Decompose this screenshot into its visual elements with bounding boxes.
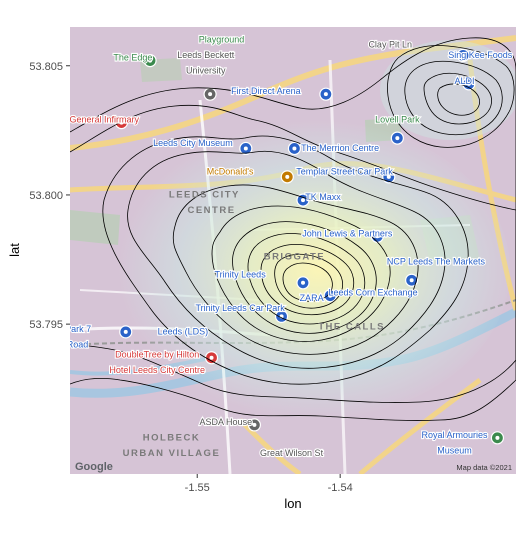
map-label: John Lewis & Partners <box>302 228 393 238</box>
map-label: ZARA <box>300 293 324 303</box>
map-label: Playground <box>199 35 245 45</box>
road-crown-point <box>358 378 482 474</box>
contour-line <box>387 45 515 148</box>
road-a61 <box>238 418 302 474</box>
density-contours <box>70 37 516 421</box>
contour-line <box>172 184 419 355</box>
contour-line <box>70 37 516 421</box>
map-pin-dot <box>409 278 414 283</box>
x-tick-label: -1.55 <box>185 482 210 494</box>
map-label: ASDA House <box>200 417 253 427</box>
map-label: DoubleTree by Hilton <box>115 350 199 360</box>
density-fill-secondary <box>380 40 516 140</box>
map-label: CENTRE <box>187 205 235 216</box>
map-label: Leeds Corn Exchange <box>329 288 418 298</box>
map-pin-dot <box>323 92 328 97</box>
map-label: Leeds Beckett <box>177 50 235 60</box>
map-label: Lovell Park <box>375 115 420 125</box>
contour-line <box>232 221 377 334</box>
map-label: Trinity Leeds <box>215 270 267 280</box>
map-data-attribution: Map data ©2021 <box>456 463 512 472</box>
map-label: Leeds (LDS) <box>158 326 209 336</box>
contour-line <box>102 135 469 385</box>
map-panel: The Edge School Playground Leeds Beckett Uni… <box>60 11 516 502</box>
map-label: Clay Pit Ln <box>368 40 412 50</box>
map-label: Templar Street Car Park <box>296 166 393 176</box>
contour-line <box>127 150 446 369</box>
road-regent-st <box>467 59 516 311</box>
y-tick-label: 53.805 <box>29 61 63 73</box>
density-fill <box>110 120 510 420</box>
map-pin-dot <box>208 92 213 97</box>
poi-markers <box>114 48 505 445</box>
contour-line <box>247 233 366 325</box>
map-label: LEEDS CITY <box>169 190 240 201</box>
google-logo: Google <box>75 461 113 473</box>
contour-line <box>211 205 391 342</box>
map-label: The Merrion Centre <box>301 143 379 153</box>
map-label: Leeds City <box>360 476 403 486</box>
map-label: HOLBECK <box>143 432 200 443</box>
map-pin-dot <box>148 58 153 63</box>
map-pin-dot <box>461 53 466 58</box>
y-axis-title: lat <box>7 243 22 257</box>
map-label: THE CALLS <box>318 321 385 332</box>
map-label: Hotel Leeds City Centre <box>109 365 205 375</box>
park-area <box>70 210 120 245</box>
map-label: School <box>208 11 236 21</box>
map-pin-dot <box>243 146 248 151</box>
map-label: Royal Armouries <box>422 430 489 440</box>
map-pin-dot <box>495 435 500 440</box>
map-label: BRIGGATE <box>264 252 325 263</box>
contour-line <box>70 104 516 403</box>
y-axis: 53.795 53.800 53.805 <box>29 61 70 331</box>
map-pin-dot <box>375 234 380 239</box>
map-pin-dot <box>395 136 400 141</box>
contour-line <box>404 60 503 136</box>
y-tick-label: 53.795 <box>29 319 63 331</box>
map-label: Great Wilson St <box>260 448 324 458</box>
map-pin-dot <box>252 422 257 427</box>
map-label: Museum <box>437 445 472 455</box>
map-pin-dot <box>386 174 391 179</box>
map-pin-dot <box>285 174 290 179</box>
contour-line <box>274 253 344 309</box>
map-label: ALDI <box>455 76 475 86</box>
x-axis: -1.55 -1.54 <box>185 474 353 494</box>
y-tick-label: 53.800 <box>29 190 63 202</box>
map-label: TK Maxx <box>305 192 341 202</box>
map-label: General Infirmary <box>70 115 140 125</box>
contour-line <box>260 244 355 316</box>
map-label: University <box>186 66 226 76</box>
road-inner-ring <box>70 35 516 151</box>
map-pin-dot <box>301 198 306 203</box>
x-axis-title: lon <box>284 496 301 511</box>
google-attribution: Google <box>75 461 113 473</box>
x-tick-label: -1.54 <box>328 482 353 494</box>
contour-line <box>423 72 492 125</box>
map-label: First Direct Arena <box>231 86 301 96</box>
map-pin-dot <box>209 355 214 360</box>
map-pin-dot <box>466 81 471 86</box>
map-label: Sing Kee Foods <box>448 50 513 60</box>
map-pin-dot <box>292 146 297 151</box>
map-labels: The Edge School Playground Leeds Beckett Uni… <box>60 11 514 502</box>
map-pin-dot <box>301 280 306 285</box>
map-label: URBAN VILLAGE <box>123 448 221 459</box>
map-label: ll Road <box>60 339 88 349</box>
map-label: McDonald's <box>207 166 254 176</box>
contour-line <box>437 83 480 116</box>
map-pin-dot <box>123 329 128 334</box>
map-label: Leeds City Museum <box>153 138 233 148</box>
map-pin-dot <box>328 293 333 298</box>
contour-line <box>282 262 333 302</box>
map-label: Trinity Leeds Car Park <box>196 303 286 313</box>
map-label: iPark 7 <box>63 324 91 334</box>
map-label: The Edge <box>113 53 152 63</box>
map-label: NCP Leeds The Markets <box>387 257 486 267</box>
map-label: College - <box>364 492 400 502</box>
